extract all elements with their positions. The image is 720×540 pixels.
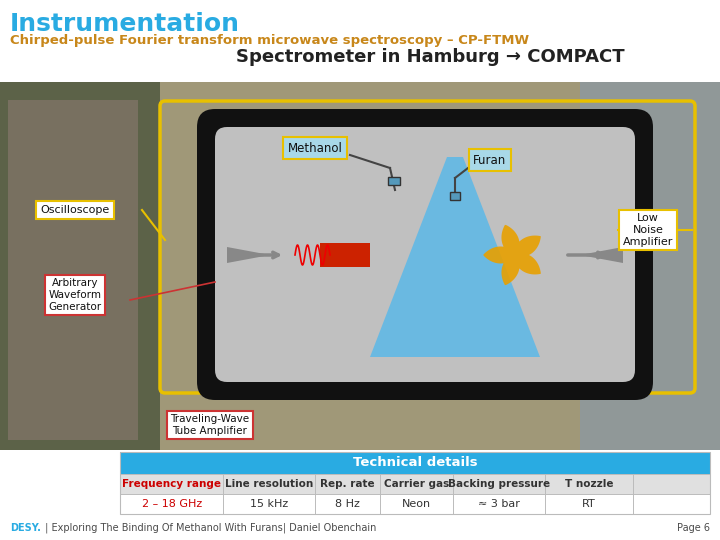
FancyBboxPatch shape [450,192,460,200]
FancyBboxPatch shape [215,127,635,382]
Text: Methanol: Methanol [287,141,343,154]
Text: Page 6: Page 6 [677,523,710,533]
Text: T nozzle: T nozzle [564,479,613,489]
Text: DESY.: DESY. [10,523,41,533]
Polygon shape [580,247,623,263]
FancyBboxPatch shape [120,474,710,494]
Text: RT: RT [582,499,596,509]
FancyBboxPatch shape [320,243,370,267]
Text: 8 Hz: 8 Hz [335,499,359,509]
FancyBboxPatch shape [120,494,710,514]
Text: Neon: Neon [402,499,431,509]
Text: Furan: Furan [473,153,507,166]
Text: 2 – 18 GHz: 2 – 18 GHz [142,499,202,509]
FancyBboxPatch shape [160,82,580,450]
Text: Arbitrary
Waveform
Generator: Arbitrary Waveform Generator [48,279,102,312]
Text: Oscilloscope: Oscilloscope [40,205,109,215]
Text: Technical details: Technical details [353,456,477,469]
Polygon shape [227,247,270,263]
Text: Chirped-pulse Fourier transform microwave spectroscopy – CP-FTMW: Chirped-pulse Fourier transform microwav… [10,34,529,47]
FancyBboxPatch shape [388,177,400,185]
Text: Line resolution: Line resolution [225,479,313,489]
Text: 15 kHz: 15 kHz [250,499,288,509]
Text: Backing pressure: Backing pressure [448,479,550,489]
FancyBboxPatch shape [0,82,720,450]
FancyBboxPatch shape [120,452,710,474]
Text: Instrumentation: Instrumentation [10,12,240,36]
Polygon shape [483,225,541,285]
FancyBboxPatch shape [197,109,653,400]
Text: Carrier gas: Carrier gas [384,479,449,489]
FancyBboxPatch shape [0,82,160,450]
Text: Low
Noise
Amplifier: Low Noise Amplifier [623,213,673,247]
FancyBboxPatch shape [580,82,720,450]
Text: ≈ 3 bar: ≈ 3 bar [478,499,520,509]
Text: Frequency range: Frequency range [122,479,221,489]
Text: Rep. rate: Rep. rate [320,479,374,489]
Polygon shape [370,157,540,357]
Text: Spectrometer in Hamburg → COMPACT: Spectrometer in Hamburg → COMPACT [235,48,624,66]
Text: | Exploring The Binding Of Methanol With Furans| Daniel Obenchain: | Exploring The Binding Of Methanol With… [42,523,377,533]
Text: Traveling-Wave
Tube Amplifier: Traveling-Wave Tube Amplifier [171,414,250,436]
FancyBboxPatch shape [8,100,138,440]
